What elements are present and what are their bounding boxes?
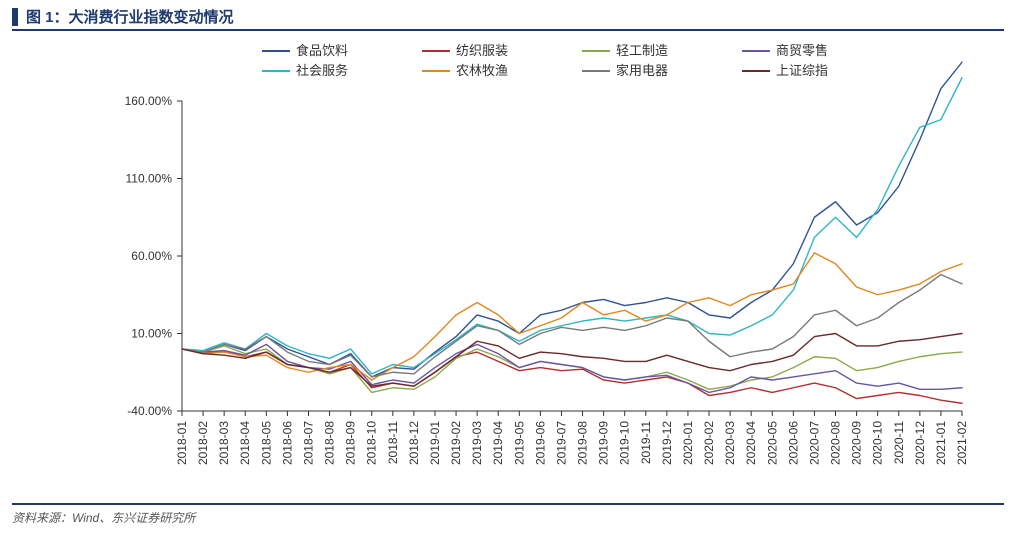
svg-text:60.00%: 60.00% bbox=[131, 249, 172, 263]
svg-text:2018-08: 2018-08 bbox=[323, 421, 337, 465]
title-marker bbox=[12, 8, 18, 26]
svg-text:2020-02: 2020-02 bbox=[702, 421, 716, 465]
svg-text:2019-03: 2019-03 bbox=[470, 421, 484, 465]
svg-text:2020-10: 2020-10 bbox=[871, 421, 885, 465]
svg-text:上证综指: 上证综指 bbox=[776, 63, 828, 78]
svg-text:2018-04: 2018-04 bbox=[238, 421, 252, 465]
svg-text:2020-01: 2020-01 bbox=[681, 421, 695, 465]
line-chart: -40.00% 10.00% 60.00% 110.00% 160.00% 2018-01… bbox=[12, 31, 1004, 501]
svg-text:2018-12: 2018-12 bbox=[407, 421, 421, 465]
svg-text:2020-04: 2020-04 bbox=[744, 421, 758, 465]
source-text: 资料来源：Wind、东兴证券研究所 bbox=[12, 509, 1004, 526]
svg-text:2018-06: 2018-06 bbox=[280, 421, 294, 465]
svg-text:110.00%: 110.00% bbox=[126, 172, 173, 186]
svg-text:160.00%: 160.00% bbox=[125, 94, 173, 108]
svg-text:-40.00%: -40.00% bbox=[127, 404, 172, 418]
svg-text:2019-10: 2019-10 bbox=[618, 421, 632, 465]
svg-text:2019-06: 2019-06 bbox=[533, 421, 547, 465]
svg-text:10.00%: 10.00% bbox=[131, 327, 172, 341]
chart-area: -40.00% 10.00% 60.00% 110.00% 160.00% 2018-01… bbox=[12, 31, 1004, 501]
svg-text:2018-10: 2018-10 bbox=[365, 421, 379, 465]
svg-text:2019-08: 2019-08 bbox=[576, 421, 590, 465]
figure-title: 图 1：大消费行业指数变动情况 bbox=[26, 6, 234, 27]
svg-text:2018-09: 2018-09 bbox=[344, 421, 358, 465]
svg-text:2020-06: 2020-06 bbox=[786, 421, 800, 465]
svg-text:2019-09: 2019-09 bbox=[597, 421, 611, 465]
svg-text:社会服务: 社会服务 bbox=[296, 63, 348, 78]
svg-text:2021-02: 2021-02 bbox=[955, 421, 969, 465]
svg-text:2021-01: 2021-01 bbox=[934, 421, 948, 465]
svg-text:2018-11: 2018-11 bbox=[386, 421, 400, 464]
svg-text:2019-12: 2019-12 bbox=[660, 421, 674, 465]
svg-text:2020-09: 2020-09 bbox=[850, 421, 864, 465]
svg-text:2018-03: 2018-03 bbox=[217, 421, 231, 465]
figure-container: 图 1：大消费行业指数变动情况 -40.00% 10.00% 60.00% 110.0… bbox=[0, 0, 1016, 553]
svg-text:2019-02: 2019-02 bbox=[449, 421, 463, 465]
svg-text:2020-05: 2020-05 bbox=[765, 421, 779, 465]
svg-text:2020-12: 2020-12 bbox=[913, 421, 927, 465]
svg-text:农林牧渔: 农林牧渔 bbox=[456, 63, 508, 78]
svg-text:2018-01: 2018-01 bbox=[175, 421, 189, 465]
title-bar: 图 1：大消费行业指数变动情况 bbox=[12, 6, 1004, 27]
svg-text:食品饮料: 食品饮料 bbox=[296, 43, 348, 58]
footer-line bbox=[12, 503, 1004, 505]
svg-text:家用电器: 家用电器 bbox=[616, 63, 668, 78]
svg-text:2018-02: 2018-02 bbox=[196, 421, 210, 465]
svg-text:2019-11: 2019-11 bbox=[639, 421, 653, 464]
svg-text:纺织服装: 纺织服装 bbox=[456, 43, 508, 58]
svg-text:轻工制造: 轻工制造 bbox=[616, 43, 668, 58]
svg-text:2018-07: 2018-07 bbox=[301, 421, 315, 465]
svg-text:2019-01: 2019-01 bbox=[428, 421, 442, 465]
svg-text:商贸零售: 商贸零售 bbox=[776, 43, 828, 58]
svg-text:2020-07: 2020-07 bbox=[807, 421, 821, 465]
svg-text:2020-08: 2020-08 bbox=[829, 421, 843, 465]
svg-text:2020-11: 2020-11 bbox=[892, 421, 906, 464]
svg-text:2018-05: 2018-05 bbox=[259, 421, 273, 465]
svg-text:2019-04: 2019-04 bbox=[491, 421, 505, 465]
svg-text:2020-03: 2020-03 bbox=[723, 421, 737, 465]
svg-text:2019-07: 2019-07 bbox=[554, 421, 568, 465]
svg-text:2019-05: 2019-05 bbox=[512, 421, 526, 465]
